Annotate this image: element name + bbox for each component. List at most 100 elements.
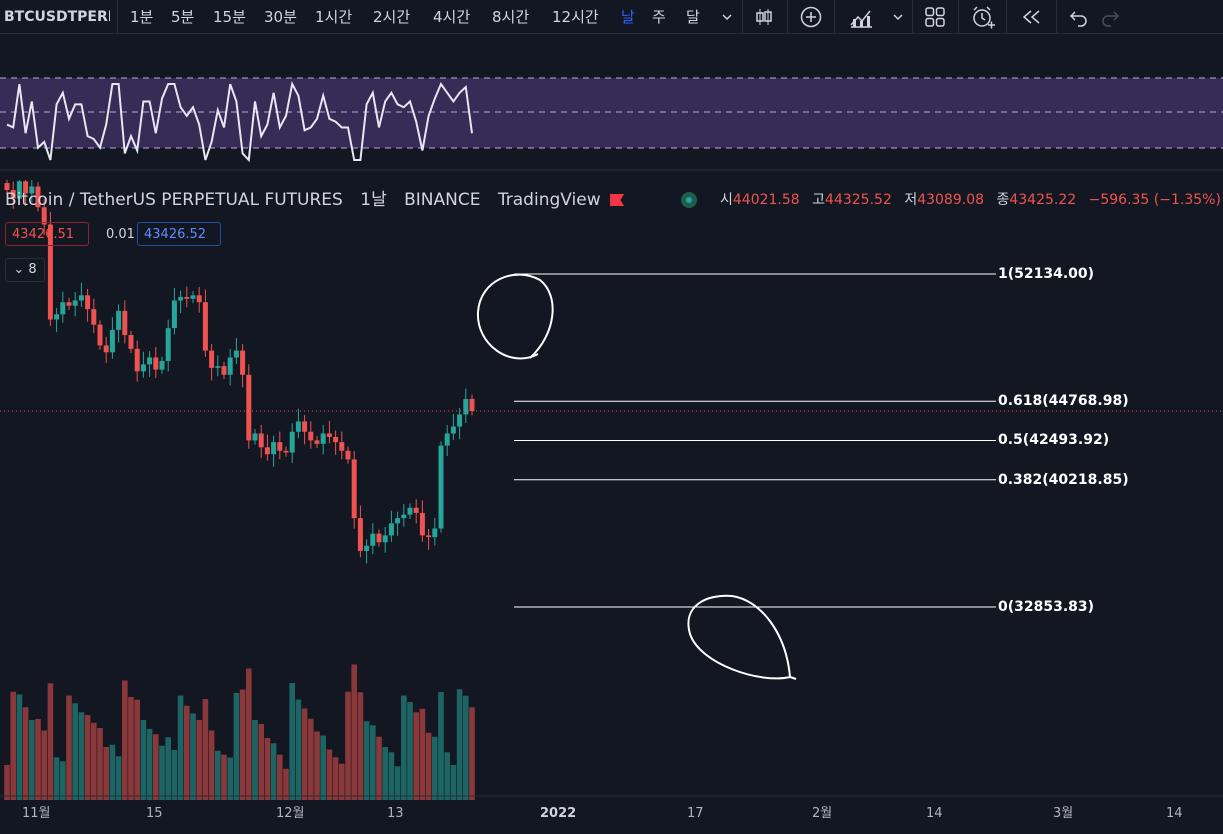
volume-bar [84,715,91,800]
toolbar-divider [834,0,835,34]
interval-tab-8[interactable]: 12시간 [552,8,599,26]
candle-body [432,528,438,538]
candle-body [29,186,35,194]
candle-body [450,426,456,434]
interval-tab-6[interactable]: 4시간 [433,8,471,26]
indicators-toggle-button[interactable]: ⌄ 8 [5,258,45,282]
volume-bar [221,754,227,800]
volume-bar [128,697,134,800]
volume-bar [252,720,258,800]
volume-bar [122,680,128,800]
candle-body [326,433,332,437]
flag-icon[interactable] [610,194,625,206]
candle-body [382,535,388,543]
candle-body [209,350,215,368]
volume-bar [109,744,116,800]
interval-tab-11[interactable]: 달 [686,8,700,26]
symbol-search-button[interactable]: BTCUSDTPERP [4,9,110,25]
alert-icon[interactable] [970,5,995,29]
candle-body [264,447,270,455]
candle-body [78,295,84,301]
fib-level-label: 0.618(44768.98) [998,393,1129,410]
time-axis-label: 12월 [276,806,305,821]
candle-body [54,314,60,320]
candle-body [289,431,295,453]
rsi-line [6,81,473,163]
candle-body [283,450,289,453]
candle-body [184,297,190,299]
candle-body [227,357,233,375]
market-status-icon [681,192,697,208]
candle-body [221,366,227,375]
candle-body [66,302,72,306]
candle-body [91,309,97,325]
time-axis-label: 2022 [540,806,577,821]
candle-body [47,224,53,320]
volume-bar [370,725,376,800]
volume-bar [4,765,10,800]
candle-body [16,181,22,199]
time-axis-label: 14 [926,806,943,821]
volume-bar [301,708,308,800]
volume-bar [363,721,370,800]
candle-body [345,450,351,460]
volume-bar [190,713,196,800]
interval-tab-2[interactable]: 15분 [213,8,246,26]
candle-body [271,442,277,455]
candle-body [395,518,401,524]
price-chart[interactable] [0,34,1223,834]
volume-bar [339,763,345,800]
candle-body [103,345,109,353]
candle-body [97,324,103,346]
toolbar-divider [787,0,788,34]
add-compare-icon[interactable] [799,5,823,29]
interval-tab-5[interactable]: 2시간 [373,8,411,26]
interval-tab-0[interactable]: 1분 [130,8,154,26]
interval-tab-1[interactable]: 5분 [171,8,195,26]
volume-bar [202,699,209,800]
candle-body [295,421,301,432]
indicators-icon[interactable] [848,5,872,29]
toolbar-divider [742,0,743,34]
volume-bar [233,693,240,800]
volume-bar [308,718,314,800]
candle-body [171,300,177,329]
volume-bar [413,712,419,800]
candle-body [159,360,165,370]
candle-body [426,535,432,538]
legend-exchange: BINANCE [404,190,481,210]
chevron-down-icon[interactable] [715,5,739,29]
candlestick-icon[interactable] [752,5,776,29]
volume-bar [227,757,233,800]
chevron-down-icon[interactable] [886,5,910,29]
candle-body [147,357,153,365]
volume-bar [66,695,72,800]
candle-body [364,545,370,551]
time-axis-label: 15 [146,806,163,821]
replay-icon[interactable] [1019,5,1043,29]
time-axis-label: 11월 [22,806,51,821]
volume-bar [277,754,283,800]
candle-body [376,533,382,543]
sell-price-button[interactable]: 43426.51 [5,222,89,246]
time-axis-label: 17 [687,806,704,821]
redo-icon[interactable] [1099,5,1123,29]
interval-tab-3[interactable]: 30분 [264,8,297,26]
interval-tab-10[interactable]: 주 [652,8,666,26]
volume-bar [153,734,159,800]
interval-tab-4[interactable]: 1시간 [315,8,353,26]
volume-bar [444,752,450,800]
undo-icon[interactable] [1066,5,1090,29]
high-key: 고 [812,192,826,208]
volume-bar [134,699,140,800]
volume-bar [438,692,444,800]
candle-body [202,302,208,351]
low-value: 43089.08 [917,192,985,208]
volume-bar [177,695,184,800]
buy-price-button[interactable]: 43426.52 [137,222,221,246]
layout-icon[interactable] [923,5,947,29]
volume-bar [60,761,66,800]
close-value: 43425.22 [1009,192,1077,208]
interval-tab-7[interactable]: 8시간 [492,8,530,26]
interval-tab-9[interactable]: 날 [621,8,635,26]
